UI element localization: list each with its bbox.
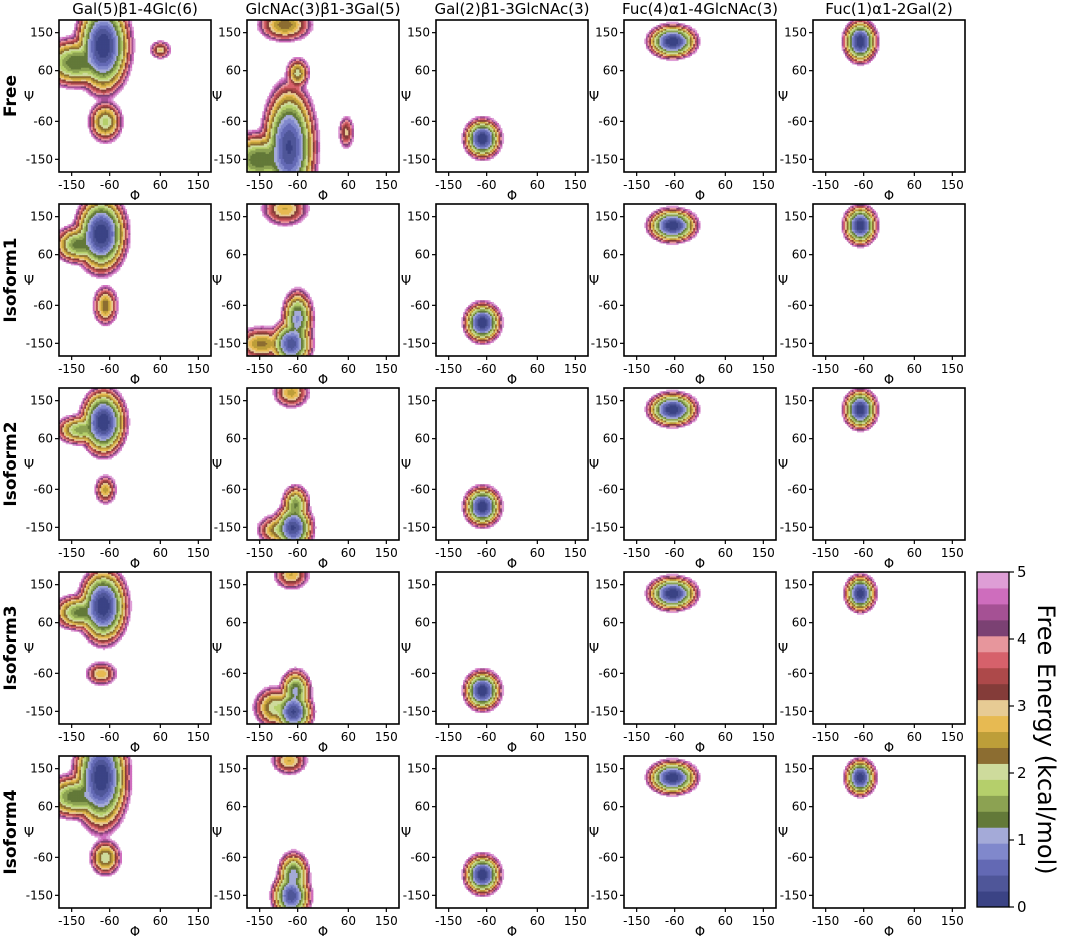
y-tick-label: -150 [26, 152, 53, 166]
row-label: Free [1, 75, 21, 117]
x-tick-label: 150 [375, 178, 398, 192]
y-tick-label: 150 [218, 26, 241, 40]
energy-cell [352, 123, 354, 125]
fes-panel: -150 -60 60 150 150 60 -60 -150 Φ Ψ [24, 20, 211, 204]
y-axis-label: Ψ [24, 90, 34, 105]
row-label: Isoform4 [1, 789, 21, 874]
energy-cell [306, 62, 308, 64]
x-tick-label: 60 [341, 178, 356, 192]
energy-cell [308, 93, 310, 95]
x-tick-label: 60 [153, 178, 168, 192]
energy-cell [120, 110, 122, 112]
x-tick-label: -150 [246, 178, 273, 192]
energy-cell [315, 111, 317, 113]
energy-cell [133, 39, 135, 41]
column-title: Fuc(4)α1-4GlcNAc(3) [622, 0, 778, 18]
energy-cell [318, 130, 320, 132]
energy-cell [308, 66, 310, 68]
y-tick-label: -60 [221, 114, 241, 128]
energy-cell [132, 27, 134, 29]
energy-cell [313, 104, 315, 106]
energy-cell [309, 96, 311, 98]
energy-cell [316, 118, 318, 120]
energy-cell [169, 45, 171, 47]
energy-cell [311, 99, 313, 101]
row-label: Isoform2 [1, 421, 21, 506]
column-title: Gal(2)β1-3GlcNAc(3) [434, 0, 589, 18]
energy-cell [350, 120, 352, 122]
row-label: Isoform3 [1, 605, 21, 690]
y-tick-label: -150 [214, 152, 241, 166]
column-title: Fuc(1)α1-2Gal(2) [825, 0, 952, 18]
column-title: GlcNAc(3)β1-3Gal(5) [245, 0, 400, 18]
y-axis-label: Ψ [212, 90, 222, 105]
y-tick-label: 60 [226, 64, 241, 78]
energy-cell [121, 115, 123, 117]
energy-cell [348, 116, 350, 118]
x-tick-label: -150 [58, 178, 85, 192]
x-tick-label: -60 [288, 178, 308, 192]
y-tick-label: 60 [38, 64, 53, 78]
energy-cell [118, 106, 120, 108]
x-tick-label: 150 [187, 178, 210, 192]
fes-panel: -150 -60 60 150 150 60 -60 -150 Φ Ψ [212, 20, 399, 204]
y-tick-label: 150 [30, 26, 53, 40]
x-axis-label: Φ [130, 189, 140, 204]
x-tick-label: -60 [100, 178, 120, 192]
y-tick-label: -60 [33, 114, 53, 128]
energy-cell [306, 89, 308, 91]
column-title: Gal(5)β1-4Glc(6) [72, 0, 198, 18]
row-label: Isoform1 [1, 237, 21, 322]
x-axis-label: Φ [318, 189, 328, 204]
